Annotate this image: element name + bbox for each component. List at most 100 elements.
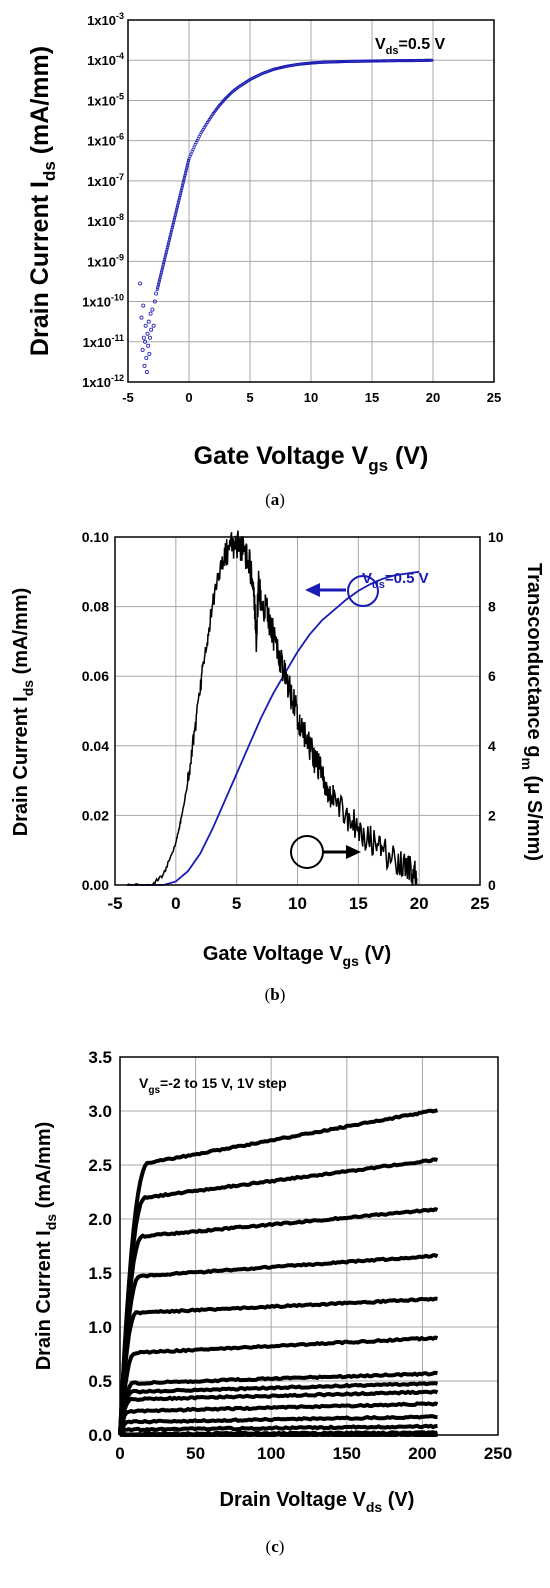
chart-a-point: [180, 185, 184, 189]
chart-a-point: [385, 59, 389, 63]
chart-a-point: [175, 207, 179, 211]
chart-a-point: [425, 58, 429, 62]
chart-a-point: [169, 230, 173, 235]
chart-b-plot-frame: [114, 536, 481, 886]
chart-a-point: [400, 59, 405, 63]
chart-b-x-axis-label: Gate Voltage Vgs (V): [203, 943, 391, 969]
chart-a-point: [185, 165, 189, 169]
chart-a-point: [395, 59, 399, 63]
chart-a-point: [405, 59, 409, 63]
chart-a-point: [362, 59, 366, 63]
chart-a-point: [369, 59, 373, 63]
chart-a-point: [170, 227, 174, 231]
chart-a-point: [184, 168, 188, 173]
chart-b-series-ids: [127, 570, 420, 886]
chart-a-point: [392, 59, 396, 63]
chart-a-point: [163, 257, 167, 261]
chart-a-caption: (a): [265, 490, 285, 509]
chart-c-y-tick-label: 3.5: [88, 1048, 112, 1067]
chart-a-y-tick-label: 1x10-11: [83, 333, 124, 350]
chart-a-point: [353, 59, 357, 63]
chart-a-point: [141, 335, 146, 340]
chart-a-point: [397, 59, 402, 63]
chart-a-point: [176, 200, 180, 204]
chart-a-point: [349, 59, 353, 63]
chart-c-y-tick-label: 2.0: [88, 1210, 112, 1229]
chart-a-point: [411, 59, 415, 63]
chart-a-point: [164, 252, 168, 256]
chart-a-point: [354, 59, 358, 63]
chart-a-point: [166, 244, 170, 248]
chart-a-point: [428, 58, 432, 62]
chart-a-point: [151, 323, 156, 328]
chart-a-point: [416, 58, 420, 63]
chart-a-point: [178, 192, 183, 196]
chart-a-point: [163, 254, 167, 258]
chart-c: 0 50 100 150 200 250 0.0 0.5 1.0 1.5 2.0 2.5 3.0 3.5…: [33, 1048, 512, 1556]
chart-b-x-tick-label: 5: [232, 894, 241, 913]
chart-b-series-left-marker-circle: [347, 575, 379, 607]
chart-b-y-tick-label: 0.08: [82, 599, 109, 615]
chart-c-iv-curve: [118, 1296, 438, 1436]
chart-a-point: [417, 58, 421, 63]
chart-a-point: [348, 59, 352, 63]
chart-c-iv-curve: [118, 1207, 439, 1436]
chart-a-point: [367, 59, 371, 63]
chart-b-y-tick-label: 0.02: [82, 807, 109, 823]
chart-a-point: [381, 59, 385, 63]
chart-a-point: [393, 59, 397, 63]
chart-a-point: [169, 232, 173, 236]
chart-a-point: [182, 177, 186, 181]
chart-a-point: [370, 59, 374, 63]
chart-a-point: [181, 180, 185, 184]
chart-a-point: [159, 272, 163, 276]
chart-a-point: [174, 210, 178, 214]
chart-a-point: [161, 262, 165, 266]
chart-a-point: [406, 59, 410, 63]
chart-a-point: [346, 59, 350, 63]
chart-a-point: [380, 59, 384, 63]
chart-c-y-ticks: 0.0 0.5 1.0 1.5 2.0 2.5 3.0 3.5: [88, 1048, 112, 1445]
chart-c-x-tick-label: 100: [257, 1444, 285, 1463]
chart-a-point: [174, 212, 178, 216]
chart-a-point: [158, 277, 162, 281]
chart-a-point: [172, 219, 176, 223]
chart-a-point: [399, 59, 404, 63]
chart-a-point: [162, 261, 166, 265]
chart-a-point: [185, 163, 189, 168]
chart-b-x-tick-label: 15: [349, 894, 368, 913]
chart-a-point: [176, 204, 180, 208]
chart-a-x-tick-label: 0: [185, 390, 192, 405]
chart-a-point: [178, 195, 182, 199]
chart-a-point: [165, 246, 169, 250]
chart-a-point: [412, 58, 416, 63]
chart-a-plot-frame: [127, 19, 495, 383]
chart-a-point: [350, 59, 354, 63]
chart-a-y-tick-label: 1x10-12: [82, 373, 124, 390]
chart-a-x-tick-label: 10: [304, 390, 318, 405]
chart-a-point: [394, 59, 398, 63]
chart-a-point: [140, 347, 145, 352]
chart-a-annotation: Vds=0.5 V: [375, 36, 446, 57]
chart-a-point: [166, 242, 170, 246]
chart-a-y-tick-label: 1x10-7: [87, 172, 124, 189]
chart-a-x-tick-label: 15: [365, 390, 379, 405]
chart-b-y-tick-label: 0.10: [82, 529, 109, 545]
chart-a-point: [141, 303, 146, 308]
chart-a-point: [357, 59, 361, 63]
chart-a-y-axis-label: Drain Current Ids (mA/mm): [26, 46, 59, 356]
chart-a-point: [426, 58, 430, 62]
chart-c-iv-curve: [119, 1430, 439, 1437]
chart-a-point: [184, 170, 188, 174]
chart-c-iv-curve: [118, 1389, 439, 1436]
chart-c-iv-curve: [118, 1157, 439, 1436]
chart-a-point: [424, 58, 428, 62]
chart-c-iv-curve: [118, 1370, 438, 1435]
chart-a-point: [142, 363, 147, 368]
chart-b-y-tick-label: 0.06: [82, 668, 109, 684]
chart-a-point: [374, 59, 378, 63]
chart-c-x-tick-label: 200: [408, 1444, 436, 1463]
chart-a-point: [146, 343, 151, 348]
chart-a-point: [161, 266, 165, 270]
